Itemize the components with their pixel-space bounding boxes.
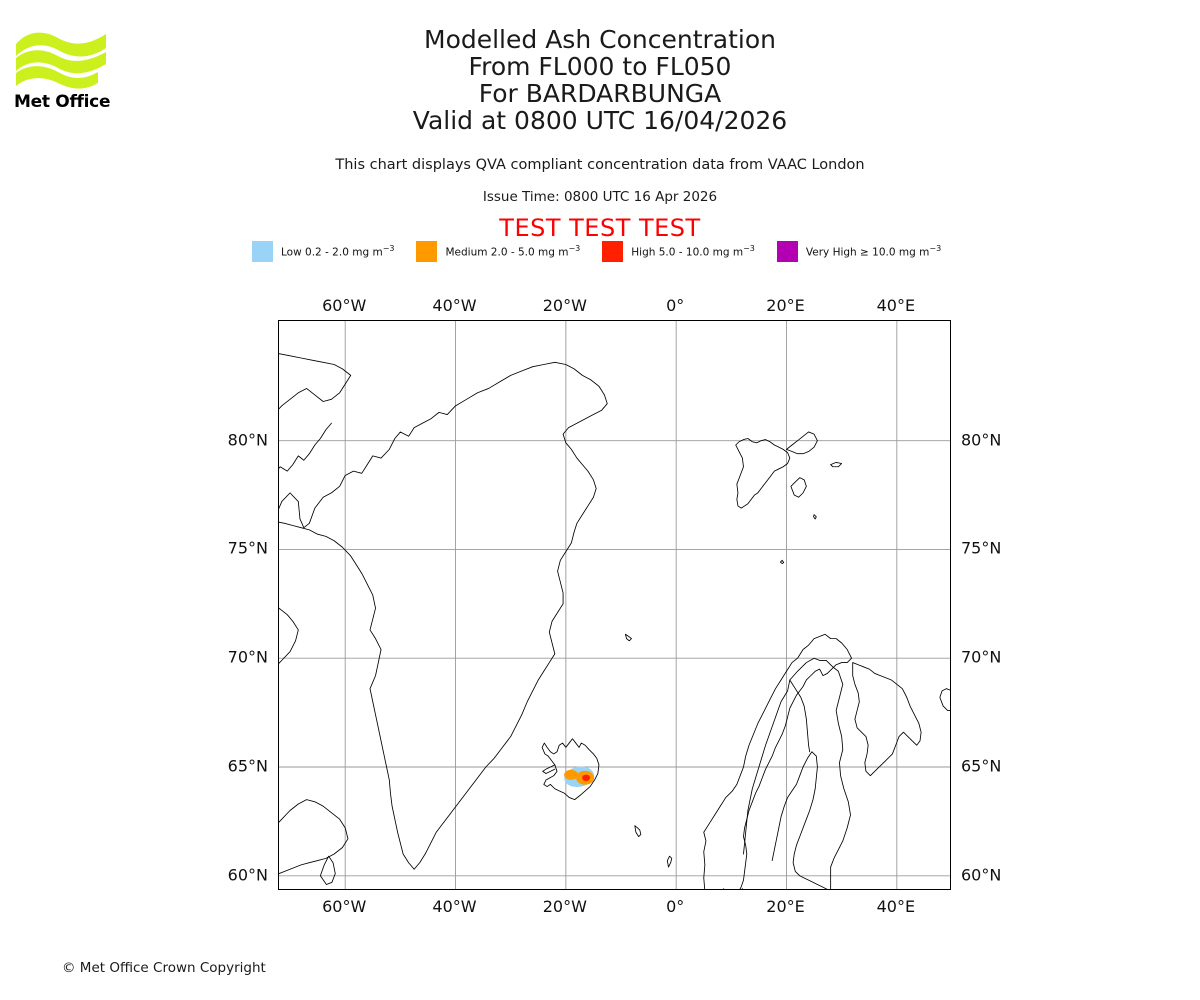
lat-tick-left-70: 70°N — [227, 647, 268, 667]
map-frame — [278, 320, 951, 890]
plume-medium-area-west — [564, 769, 579, 780]
logo-wordmark: Met Office — [14, 92, 111, 112]
lon-tick-bottom--60: 60°W — [322, 897, 367, 916]
lon-tick-top--60: 60°W — [322, 296, 367, 315]
lat-tick-right-65: 65°N — [961, 756, 1002, 776]
title-line-1: Modelled Ash Concentration — [424, 25, 776, 54]
coastline-greenland — [279, 361, 608, 870]
map-gridlines — [279, 321, 950, 889]
coastline-baffin-ne — [279, 607, 299, 664]
met-office-logo: Met Office — [14, 28, 124, 118]
coastline-greenland-nw-fjords — [279, 422, 332, 472]
lon-tick-top-20: 20°E — [766, 296, 805, 315]
legend-swatch-very-high — [776, 240, 798, 262]
legend-swatch-high — [602, 240, 624, 262]
lon-tick-top--40: 40°W — [432, 296, 477, 315]
legend-swatch-low — [252, 240, 273, 262]
lon-tick-top--20: 20°W — [542, 296, 587, 315]
lat-tick-right-60: 60°N — [961, 865, 1002, 885]
coastline-baltic-gulf — [771, 751, 828, 889]
coastline-svalbard-edge — [790, 477, 807, 498]
legend-item-very-high: Very High ≥ 10.0 mg m−3 — [776, 240, 942, 262]
border-fin-rus — [789, 657, 851, 889]
coastline-iceland-west-peninsula — [542, 764, 556, 774]
coastline-sweden-finland-coast — [741, 888, 744, 889]
coastline-bear-island — [780, 559, 785, 565]
lat-tick-left-80: 80°N — [227, 430, 268, 450]
lon-tick-bottom--20: 20°W — [542, 897, 587, 916]
coastline-labrador-tip — [319, 855, 336, 885]
test-banner: TEST TEST TEST — [499, 214, 701, 242]
coastline-kola-white-sea — [852, 662, 922, 777]
legend-item-high: High 5.0 - 10.0 mg m−3 — [602, 240, 755, 262]
lon-tick-bottom-20: 20°E — [766, 897, 805, 916]
title-line-3: For BARDARBUNGA — [478, 79, 722, 108]
legend-label-very-high: Very High ≥ 10.0 mg m−3 — [805, 243, 942, 259]
lat-tick-left-60: 60°N — [227, 865, 268, 885]
coastline-faroe — [634, 825, 642, 838]
legend-label-high: High 5.0 - 10.0 mg m−3 — [631, 243, 755, 259]
border-nor-swe — [743, 679, 791, 855]
coastline-norway-coast — [703, 633, 853, 889]
concentration-legend: Low 0.2 - 2.0 mg m−3 Medium 2.0 - 5.0 mg… — [252, 240, 992, 262]
lat-tick-right-70: 70°N — [961, 647, 1002, 667]
legend-swatch-medium — [416, 240, 438, 262]
lon-tick-bottom-40: 40°E — [876, 897, 916, 916]
map-coastlines — [279, 353, 950, 889]
lon-tick-top-0: 0° — [666, 296, 685, 315]
copyright-notice: © Met Office Crown Copyright — [62, 960, 266, 976]
coastline-iceland — [541, 738, 600, 801]
legend-item-low: Low 0.2 - 2.0 mg m−3 — [252, 240, 395, 262]
lat-tick-left-75: 75°N — [227, 538, 268, 558]
coastline-jan-mayen — [625, 633, 632, 642]
lat-tick-right-80: 80°N — [961, 430, 1002, 450]
title-line-2: From FL000 to FL050 — [468, 52, 732, 81]
coastline-shetland — [666, 855, 673, 868]
ash-concentration-map: 60°W 60°W 40°W 40°W 20°W 20°W 0° 0° 20°E 20°E 40°E… — [228, 296, 1002, 916]
lon-tick-bottom-0: 0° — [666, 897, 685, 916]
plume-high-area — [582, 774, 591, 781]
map-canvas — [279, 321, 950, 889]
issue-time: Issue Time: 0800 UTC 16 Apr 2026 — [482, 189, 718, 205]
coastline-svalbard-spitsbergen — [735, 438, 791, 509]
legend-label-medium: Medium 2.0 - 5.0 mg m−3 — [445, 243, 581, 259]
border-swe-fin — [789, 679, 811, 753]
title-line-4: Valid at 0800 UTC 16/04/2026 — [412, 106, 788, 135]
coastline-baffin-south — [279, 799, 349, 875]
chart-note: This chart displays QVA compliant concen… — [335, 157, 865, 173]
coastline-denmark-tip — [722, 888, 725, 889]
coastline-kong-karl — [830, 461, 843, 468]
coastline-ellesmere — [279, 353, 352, 410]
lat-tick-right-75: 75°N — [961, 538, 1002, 558]
coastline-hopen — [813, 514, 817, 520]
lon-tick-bottom--40: 40°W — [432, 897, 477, 916]
lat-tick-left-65: 65°N — [227, 756, 268, 776]
subtitle-block: This chart displays QVA compliant concen… — [0, 156, 1200, 206]
met-office-waves-icon — [16, 32, 106, 89]
lon-tick-top-40: 40°E — [876, 296, 916, 315]
coastline-novaya-coast — [939, 688, 950, 711]
legend-label-low: Low 0.2 - 2.0 mg m−3 — [281, 243, 395, 259]
page-title: Modelled Ash Concentration From FL000 to… — [0, 26, 1200, 134]
ash-plume — [564, 766, 595, 787]
coastline-svalbard-nordaust — [786, 431, 818, 455]
legend-item-medium: Medium 2.0 - 5.0 mg m−3 — [416, 240, 581, 262]
